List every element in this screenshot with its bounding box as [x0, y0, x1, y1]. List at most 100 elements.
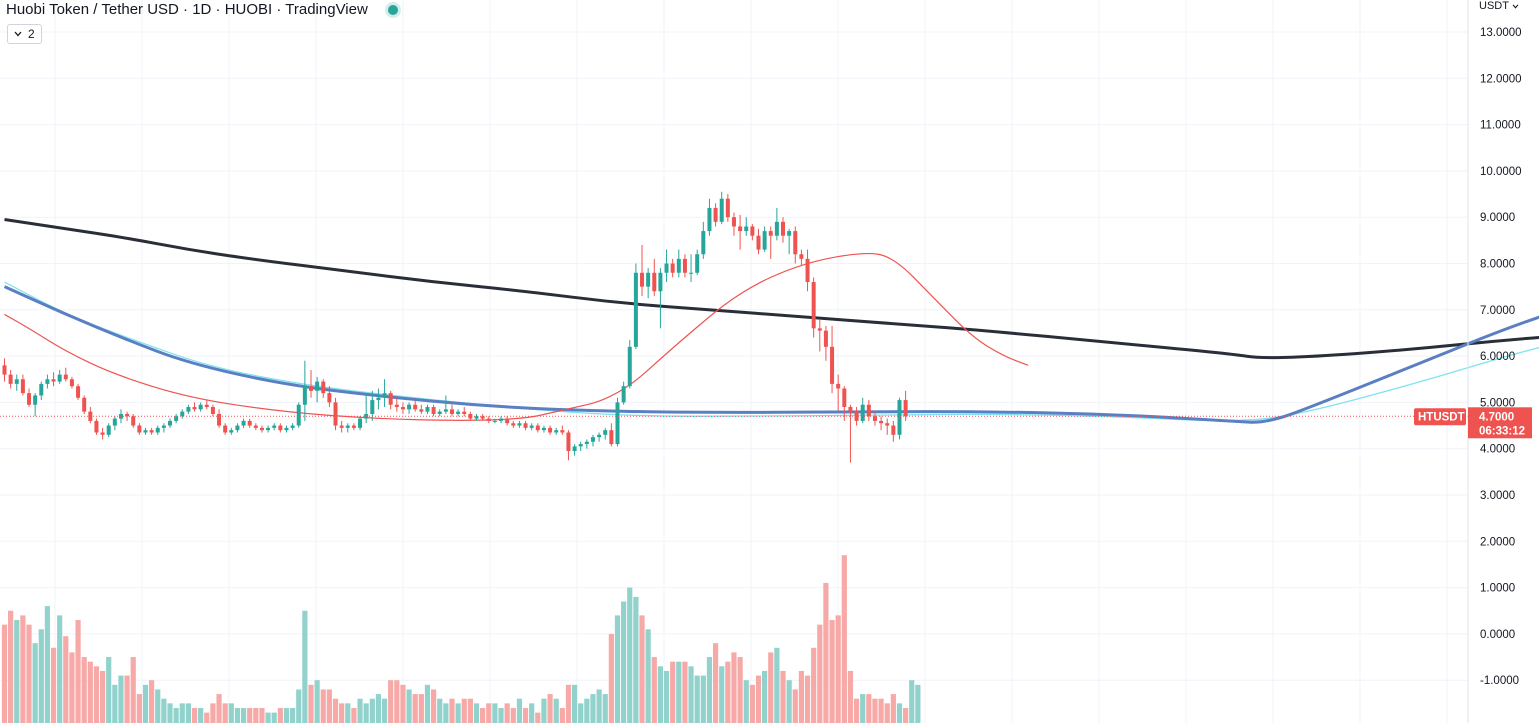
volume-bar [284, 708, 289, 723]
price-axis[interactable]: 13.000012.000011.000010.00009.00008.0000… [1468, 0, 1522, 723]
candle-body [370, 400, 374, 414]
volume-bar [713, 643, 718, 723]
volume-bar [321, 689, 326, 723]
volume-bar [308, 685, 313, 723]
candle-body [45, 379, 49, 384]
candle-body [64, 375, 68, 380]
candle-body [425, 407, 429, 412]
volume-bar [676, 662, 681, 723]
y-tick-label: 3.0000 [1480, 490, 1515, 502]
volume-bar [370, 699, 375, 723]
volume-bar [45, 606, 50, 723]
ma-200-line [5, 220, 1539, 358]
y-tick-label: 7.0000 [1480, 305, 1515, 317]
ma-mid-line [5, 287, 1539, 423]
candle-body [481, 416, 485, 418]
y-tick-label: 0.0000 [1480, 629, 1515, 641]
candle-body [818, 328, 822, 330]
volume-bar [106, 657, 111, 723]
candle-body [82, 398, 86, 412]
volume-bar [406, 689, 411, 723]
volume-bar [787, 680, 792, 723]
candle-body [652, 273, 656, 292]
volume-bar [891, 694, 896, 723]
volume-bar [69, 652, 74, 723]
candle-body [39, 384, 43, 396]
volume-bar [94, 666, 99, 723]
candle-body [401, 407, 405, 409]
candle-body [376, 398, 380, 400]
candle-body [720, 199, 724, 222]
volume-bar [161, 699, 166, 723]
candle-body [793, 231, 797, 254]
volume-bar [345, 703, 350, 723]
volume-bar [523, 708, 528, 723]
volume-bar [57, 615, 62, 723]
indicators-collapse-button[interactable]: 2 [7, 24, 42, 44]
volume-bar [364, 703, 369, 723]
candle-body [33, 395, 37, 404]
candle-body [861, 405, 865, 421]
candle-body [462, 412, 466, 414]
volume-bar [376, 694, 381, 723]
volume-bar [652, 657, 657, 723]
volume-bar [431, 689, 436, 723]
candle-body [714, 208, 718, 222]
volume-bar [799, 671, 804, 723]
y-tick-label: 4.0000 [1480, 444, 1515, 456]
candle-body [493, 421, 497, 422]
volume-bar [272, 713, 277, 723]
candle-body [321, 382, 325, 394]
volume-bar [192, 708, 197, 723]
volume-bar [560, 708, 565, 723]
candle-body [848, 407, 852, 412]
volume-bar [682, 662, 687, 723]
market-status-dot [388, 5, 398, 15]
y-tick-label: -1.0000 [1480, 675, 1519, 687]
candle-body [824, 331, 828, 347]
y-tick-label: 9.0000 [1480, 212, 1515, 224]
candle-body [806, 259, 810, 282]
volume-bar [443, 703, 448, 723]
candle-body [597, 435, 601, 437]
y-tick-label: 1.0000 [1480, 583, 1515, 595]
volume-bar [903, 708, 908, 723]
candle-body [707, 208, 711, 231]
volume-bar [597, 689, 602, 723]
candle-body [94, 421, 98, 433]
candle-body [812, 282, 816, 328]
volume-bar [229, 703, 234, 723]
ma-fast-line [5, 254, 1029, 421]
candle-body [616, 402, 620, 444]
volume-bar [296, 689, 301, 723]
candle-body [885, 423, 889, 425]
currency-selector[interactable]: USDT [1479, 0, 1519, 12]
candle-body [897, 400, 901, 435]
volume-bar [33, 643, 38, 723]
candle-body [763, 231, 767, 250]
candle-body [297, 405, 301, 426]
volume-bar [290, 708, 295, 723]
candle-body [248, 421, 252, 426]
candle-body [125, 414, 129, 416]
candle-body [511, 423, 515, 425]
candle-body [180, 412, 184, 417]
y-tick-label: 2.0000 [1480, 536, 1515, 548]
volume-bar [253, 708, 258, 723]
volume-bar [780, 671, 785, 723]
volume-bar [63, 636, 68, 723]
y-tick-label: 13.0000 [1480, 27, 1522, 39]
price-tag-value: 4.7000 [1479, 411, 1514, 423]
candle-body [695, 254, 699, 273]
volume-bar [885, 703, 890, 723]
volume-bar [8, 611, 13, 723]
candle-body [836, 384, 840, 389]
candle-body [340, 426, 344, 428]
candle-body [205, 405, 209, 407]
volume-bar [498, 708, 503, 723]
candle-body [701, 231, 705, 254]
volume-bar [400, 685, 405, 723]
volume-bar [590, 694, 595, 723]
